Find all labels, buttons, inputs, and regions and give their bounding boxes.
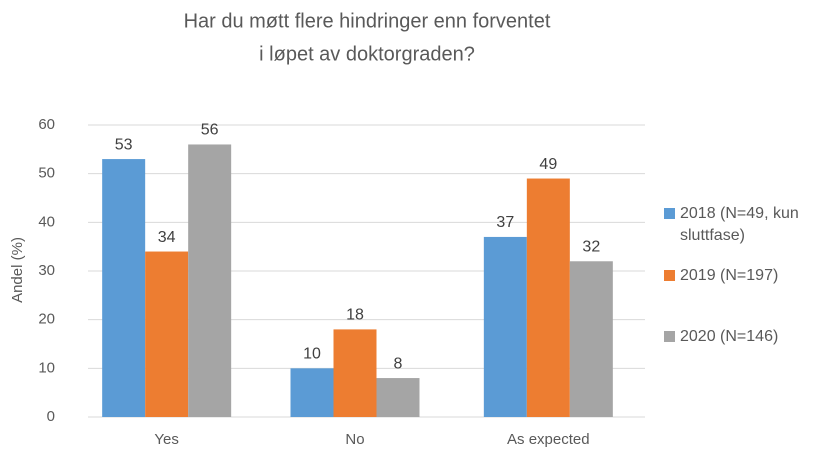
data-label: 53 (115, 136, 133, 153)
chart-title: i løpet av doktorgraden? (259, 43, 475, 65)
y-tick-label: 10 (38, 359, 55, 376)
bar (376, 378, 420, 417)
legend-label: 2018 (N=49, kun sluttfase) (680, 205, 799, 244)
x-tick-label: No (345, 431, 364, 448)
data-label: 32 (582, 238, 600, 255)
y-tick-label: 30 (38, 262, 55, 279)
legend-swatch (664, 331, 675, 342)
legend-swatch (664, 270, 675, 281)
bar (333, 329, 377, 417)
y-axis-label: Andel (%) (9, 237, 26, 303)
data-label: 8 (394, 355, 403, 372)
bar (483, 236, 527, 417)
legend-swatch (664, 208, 675, 219)
y-tick-label: 40 (38, 213, 55, 230)
bar (102, 159, 146, 418)
legend-item: 2020 (N=146) (664, 326, 814, 348)
legend-label: 2019 (N=197) (680, 267, 779, 284)
y-tick-label: 60 (38, 116, 55, 133)
y-tick-label: 20 (38, 311, 55, 328)
bar (290, 368, 334, 417)
data-label: 10 (303, 346, 321, 363)
bar (526, 178, 570, 417)
data-label: 37 (496, 214, 514, 231)
data-label: 18 (346, 307, 364, 324)
x-tick-label: Yes (154, 431, 178, 448)
legend-label: 2020 (N=146) (680, 328, 779, 345)
legend-item: 2019 (N=197) (664, 265, 814, 287)
chart-title: Har du møtt flere hindringer enn forvent… (184, 10, 551, 32)
legend-item: 2018 (N=49, kun sluttfase) (664, 203, 814, 247)
bar (569, 261, 613, 417)
y-tick-label: 50 (38, 165, 55, 182)
bar (188, 144, 232, 417)
data-label: 34 (158, 229, 176, 246)
data-label: 49 (539, 156, 557, 173)
x-tick-label: As expected (507, 431, 590, 448)
y-tick-label: 0 (47, 408, 55, 425)
data-label: 56 (201, 122, 219, 139)
bar (145, 251, 189, 417)
